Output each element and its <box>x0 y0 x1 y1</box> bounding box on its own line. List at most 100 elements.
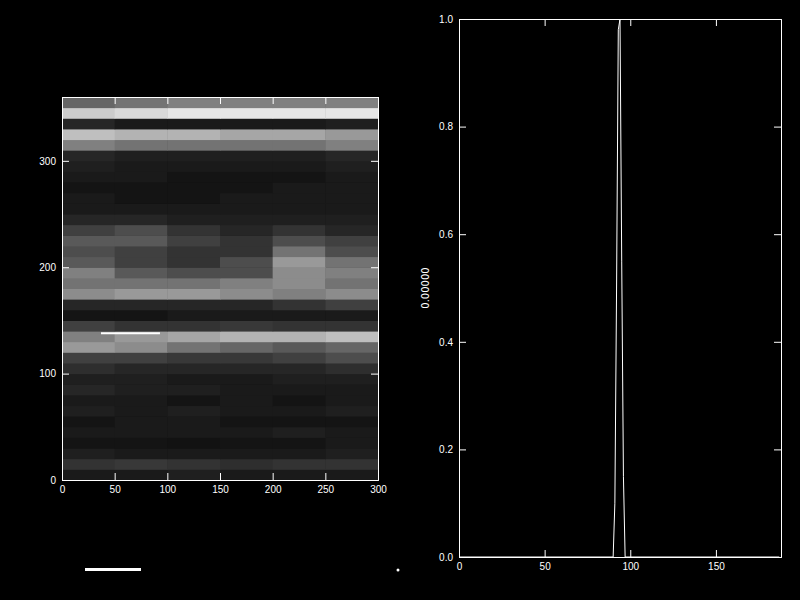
heat-cell <box>62 97 115 108</box>
heat-cell <box>167 352 220 363</box>
heat-cell <box>220 299 273 310</box>
heat-cell <box>167 416 220 427</box>
tick-mark <box>716 19 717 26</box>
tick-mark <box>774 557 781 558</box>
tick-mark <box>459 557 466 558</box>
tick <box>325 97 326 104</box>
tick-label: 300 <box>39 156 56 167</box>
tick <box>545 19 546 26</box>
x-axis-top <box>460 19 782 26</box>
heat-cell <box>325 97 378 108</box>
tick-label: 0.6 <box>439 229 453 240</box>
heat-cell <box>220 203 273 214</box>
heat-cell <box>220 161 273 172</box>
heat-cell <box>167 171 220 182</box>
heat-cell <box>220 140 273 151</box>
heat-cell <box>62 342 115 353</box>
heat-cell <box>62 193 115 204</box>
heat-cell <box>167 320 220 331</box>
axis-line <box>63 98 379 105</box>
heat-cell <box>115 342 168 353</box>
heat-cell <box>325 459 378 470</box>
axis-line <box>371 98 379 481</box>
heat-cell <box>273 320 326 331</box>
tick <box>774 127 781 128</box>
heat-cell <box>167 310 220 321</box>
tick-label: 0 <box>60 484 66 495</box>
heat-cell <box>273 395 326 406</box>
heat-cell <box>167 118 220 129</box>
axis-line <box>63 473 379 481</box>
tick-mark <box>115 473 116 480</box>
tick-mark <box>273 473 274 480</box>
heat-cell <box>167 384 220 395</box>
tick-mark <box>167 473 168 480</box>
heat-cell <box>325 278 378 289</box>
tick <box>167 97 168 104</box>
heat-cell <box>325 406 378 417</box>
heat-cell <box>62 118 115 129</box>
tick-mark <box>459 342 466 343</box>
y-axis: 0100200300 <box>39 98 69 486</box>
axis-line <box>460 20 467 558</box>
heat-cell <box>325 118 378 129</box>
tick-mark <box>273 97 274 104</box>
decoration <box>397 569 400 572</box>
tick <box>371 374 378 375</box>
heat-cell <box>220 267 273 278</box>
heat-cell <box>220 129 273 140</box>
heat-cell <box>167 374 220 385</box>
heat-cell <box>273 246 326 257</box>
heat-cell <box>62 246 115 257</box>
heat-cell <box>273 129 326 140</box>
heat-cell <box>115 363 168 374</box>
tick <box>774 342 781 343</box>
heat-cell <box>325 150 378 161</box>
tick-mark <box>774 127 781 128</box>
heat-cell <box>62 448 115 459</box>
heat-cell <box>167 161 220 172</box>
heat-cell <box>325 225 378 236</box>
heat-cell <box>273 193 326 204</box>
heat-cell <box>273 257 326 268</box>
heat-cell <box>273 97 326 108</box>
heat-cell <box>273 214 326 225</box>
tick: 0.2 <box>439 444 466 455</box>
heat-cell <box>62 203 115 214</box>
tick-label: 0.2 <box>439 444 453 455</box>
heat-cell <box>273 459 326 470</box>
heat-cell <box>62 289 115 300</box>
heat-cell <box>273 416 326 427</box>
heat-cell <box>273 118 326 129</box>
heat-cell <box>220 448 273 459</box>
heat-cell <box>115 469 168 480</box>
heat-cell <box>220 395 273 406</box>
heat-cell <box>62 395 115 406</box>
heat-cell <box>115 299 168 310</box>
heat-cell <box>220 320 273 331</box>
heat-cell <box>325 161 378 172</box>
heat-cell <box>325 203 378 214</box>
tick: 150 <box>212 473 229 495</box>
heat-cell <box>325 469 378 480</box>
tick-mark <box>774 234 781 235</box>
heat-cell <box>220 246 273 257</box>
x-axis: 050100150 <box>457 550 782 572</box>
heat-cell <box>62 469 115 480</box>
tick <box>716 19 717 26</box>
tick <box>774 19 781 20</box>
tick-mark <box>459 449 466 450</box>
tick-mark <box>545 19 546 26</box>
heat-cell <box>115 182 168 193</box>
tick-mark <box>630 19 631 26</box>
heat-cell <box>273 289 326 300</box>
heat-cell <box>273 437 326 448</box>
heat-cell <box>62 278 115 289</box>
heat-cell <box>62 374 115 385</box>
tick-label: 100 <box>622 561 639 572</box>
tick-label: 0 <box>50 475 56 486</box>
tick-label: 100 <box>39 368 56 379</box>
heat-cell <box>115 235 168 246</box>
heat-cell <box>62 150 115 161</box>
heat-cell <box>62 182 115 193</box>
